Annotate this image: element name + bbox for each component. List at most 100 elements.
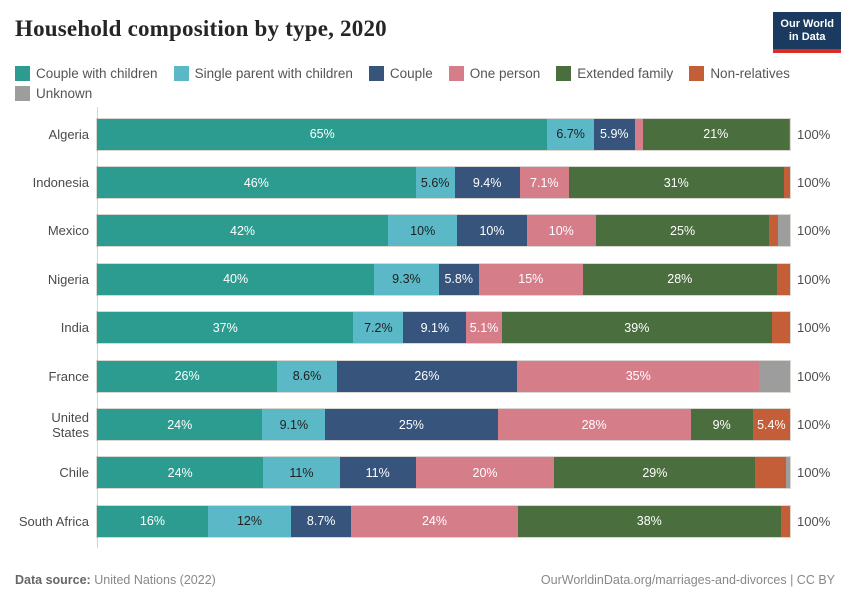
segment-one-person[interactable]: 20% [415,457,555,489]
segment-value-label: 26% [414,369,440,384]
legend-item-one-person[interactable]: One person [448,66,540,81]
segment-value-label: 15% [518,272,544,287]
segment-value-label: 8.6% [292,369,322,384]
segment-one-person[interactable]: 7.1% [519,167,569,199]
segment-single-parent-with-children[interactable]: 10% [388,215,458,247]
segment-single-parent-with-children[interactable]: 12% [207,505,292,537]
total-label: 100% [797,126,831,142]
segment-couple-with-children[interactable]: 65% [97,118,548,150]
segment-one-person[interactable]: 5.1% [466,312,502,344]
segment-couple-with-children[interactable]: 24% [97,409,263,441]
chart-footer: Data source: United Nations (2022) OurWo… [15,573,835,587]
segment-extended-family[interactable]: 25% [595,215,770,247]
total-label: 100% [797,368,831,384]
segment-non-relatives[interactable] [771,312,790,344]
couple-swatch-icon [368,66,384,81]
segment-non-relatives[interactable] [780,505,790,537]
segment-single-parent-with-children[interactable]: 8.6% [277,360,337,392]
segment-value-label: 26% [174,369,200,384]
data-source-label: Data source: [15,573,91,587]
segment-one-person[interactable]: 15% [478,263,583,295]
segment-couple[interactable]: 5.9% [593,118,635,150]
segment-value-label: 5.1% [469,320,499,335]
owid-logo-line2: in Data [788,31,826,43]
legend-item-single-parent-with-children[interactable]: Single parent with children [173,66,353,81]
segment-couple[interactable]: 25% [325,409,498,441]
country-label: Chile [59,465,89,481]
legend-item-non-relatives[interactable]: Non-relatives [689,66,790,81]
chart-header: Household composition by type, 2020 Our … [0,0,850,53]
segment-value-label: 5.6% [420,175,450,190]
segment-non-relatives[interactable] [776,263,790,295]
legend-item-couple[interactable]: Couple [368,66,433,81]
segment-single-parent-with-children[interactable]: 11% [263,457,340,489]
segment-extended-family[interactable]: 31% [568,167,784,199]
couple-with-children-swatch-icon [15,66,30,81]
segment-non-relatives[interactable] [788,118,790,150]
segment-one-person[interactable]: 24% [351,505,518,537]
segment-single-parent-with-children[interactable]: 9.3% [374,263,439,295]
segment-non-relatives[interactable] [769,215,778,247]
segment-value-label: 10% [410,223,436,238]
bar-row-south-africa: South Africa 16% 12% 8.7% 24% 38% 100% [15,497,835,545]
segment-couple-with-children[interactable]: 46% [97,167,416,199]
legend-item-unknown[interactable]: Unknown [15,86,92,101]
bar-row-mexico: Mexico 42% 10% 10% 10% 25% 100% [15,207,835,255]
segment-couple-with-children[interactable]: 40% [97,263,375,295]
legend-item-extended-family[interactable]: Extended family [556,66,673,81]
segment-non-relatives[interactable]: 5.4% [752,409,790,441]
segment-single-parent-with-children[interactable]: 6.7% [547,118,594,150]
segment-couple-with-children[interactable]: 24% [97,457,264,489]
segment-couple[interactable]: 26% [336,360,517,392]
legend-item-couple-with-children[interactable]: Couple with children [15,66,158,81]
segment-value-label: 5.4% [757,417,786,432]
chart-title: Household composition by type, 2020 [15,16,387,41]
segment-unknown[interactable] [785,457,790,489]
total-label: 100% [797,223,831,239]
segment-single-parent-with-children[interactable]: 5.6% [415,167,455,199]
segment-couple-with-children[interactable]: 16% [97,505,208,537]
bar-row-indonesia: Indonesia 46% 5.6% 9.4% 7.1% 31% 100% [15,158,835,206]
segment-couple-with-children[interactable]: 37% [97,312,354,344]
segment-value-label: 12% [236,514,262,529]
segment-couple[interactable]: 5.8% [438,263,479,295]
segment-one-person[interactable]: 28% [497,409,691,441]
segment-value-label: 25% [398,417,424,432]
country-label: India [60,320,89,336]
total-label: 100% [797,465,831,481]
legend-label: Non-relatives [710,66,790,81]
bar-row-france: France 26% 8.6% 26% 35% 100% [15,352,835,400]
segment-value-label: 11% [289,465,314,480]
segment-non-relatives[interactable] [755,457,786,489]
segment-value-label: 5.8% [444,272,473,287]
segment-extended-family[interactable]: 9% [690,409,753,441]
stacked-bar: 42% 10% 10% 10% 25% [96,214,791,248]
bar-row-algeria: Algeria 65% 6.7% 5.9% 21% 100% [15,110,835,158]
segment-value-label: 8.7% [306,514,336,529]
segment-single-parent-with-children[interactable]: 9.1% [262,409,326,441]
segment-value-label: 6.7% [556,127,585,142]
data-source: Data source: United Nations (2022) [15,573,216,587]
country-label: Nigeria [47,271,89,287]
segment-single-parent-with-children[interactable]: 7.2% [353,312,404,344]
segment-couple[interactable]: 9.4% [454,167,520,199]
segment-one-person[interactable] [634,118,644,150]
segment-extended-family[interactable]: 21% [643,118,789,150]
segment-extended-family[interactable]: 29% [554,457,756,489]
segment-couple-with-children[interactable]: 42% [97,215,389,247]
segment-extended-family[interactable]: 38% [517,505,781,537]
segment-non-relatives[interactable] [783,167,790,199]
segment-couple[interactable]: 10% [457,215,527,247]
legend: Couple with children Single parent with c… [0,66,850,101]
segment-couple[interactable]: 9.1% [403,312,467,344]
segment-one-person[interactable]: 35% [516,360,760,392]
segment-couple[interactable]: 8.7% [291,505,352,537]
segment-one-person[interactable]: 10% [526,215,596,247]
segment-unknown[interactable] [759,360,790,392]
segment-extended-family[interactable]: 28% [582,263,777,295]
segment-unknown[interactable] [777,215,790,247]
segment-extended-family[interactable]: 39% [501,312,772,344]
segment-couple[interactable]: 11% [339,457,416,489]
legend-label: Single parent with children [194,66,353,81]
segment-couple-with-children[interactable]: 26% [97,360,278,392]
